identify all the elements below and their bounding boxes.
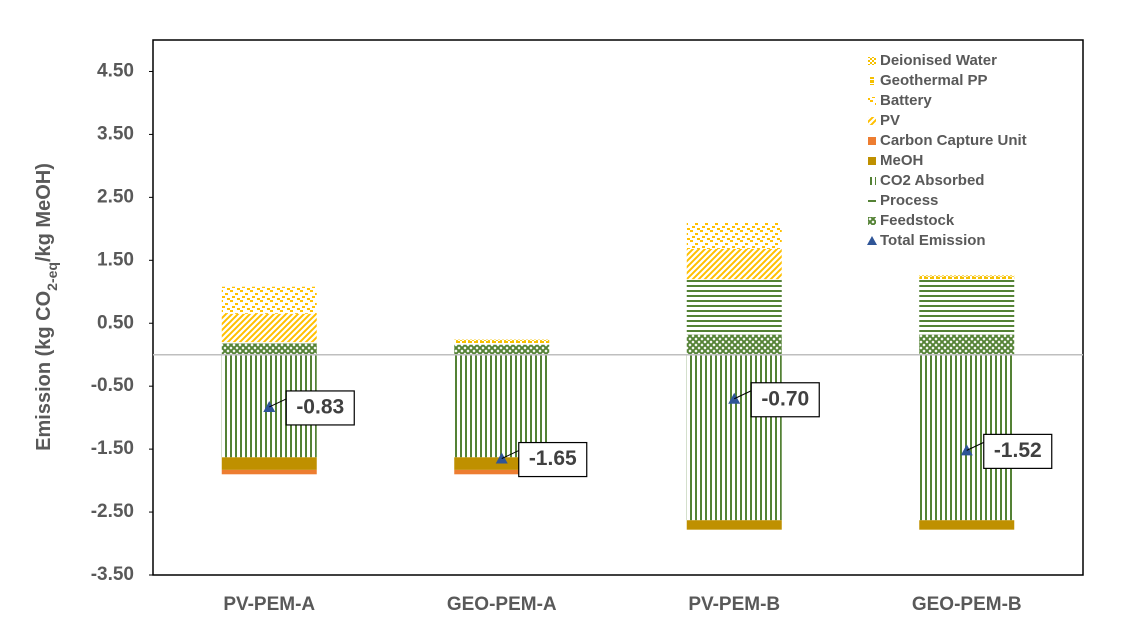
legend-swatch <box>868 217 876 225</box>
callout-leader <box>269 398 287 408</box>
callout-leader <box>501 450 519 460</box>
legend-swatch <box>868 77 876 85</box>
bar-segment <box>686 222 782 249</box>
bar-segment <box>454 344 550 355</box>
y-tick-label: 2.50 <box>97 186 134 207</box>
bar-segment <box>919 520 1015 530</box>
legend-label: CO2 Absorbed <box>880 172 984 189</box>
bar-segment <box>919 276 1015 280</box>
bar-segment <box>686 354 782 521</box>
bar-segment <box>454 469 550 475</box>
legend-swatch <box>868 177 876 185</box>
bar-segment <box>919 334 1015 355</box>
legend-marker <box>867 236 877 245</box>
callout-leader <box>734 390 752 400</box>
y-tick-label: 0.50 <box>97 312 134 333</box>
legend-swatch <box>868 57 876 65</box>
bar-segment <box>686 520 782 530</box>
legend-label: PV <box>880 112 900 129</box>
bar-segment <box>221 286 317 314</box>
bar-segment <box>686 248 782 280</box>
legend-label: Process <box>880 192 938 209</box>
y-tick-label: 1.50 <box>97 249 134 270</box>
callout-box <box>750 382 820 418</box>
bar-segment <box>221 457 317 470</box>
y-tick-label: 4.50 <box>97 60 134 81</box>
bar-segment <box>221 469 317 475</box>
legend-swatch <box>868 197 876 205</box>
x-tick-label: GEO-PEM-A <box>447 594 557 615</box>
bar-segment <box>686 334 782 355</box>
callout-box <box>983 433 1053 469</box>
legend-swatch <box>868 137 876 145</box>
y-tick-label: -2.50 <box>91 501 134 522</box>
legend-label: Feedstock <box>880 212 955 229</box>
callout-leader <box>966 441 984 451</box>
total-label: -1.52 <box>994 439 1042 462</box>
bar-segment <box>221 313 317 343</box>
x-tick-label: PV-PEM-A <box>223 594 315 615</box>
y-axis-title: Emission (kg CO2-eq/kg MeOH) <box>33 163 59 451</box>
bar-segment <box>454 339 550 341</box>
legend-swatch <box>868 157 876 165</box>
y-title-sub: 2-eq <box>44 262 60 291</box>
bar-segment <box>454 340 550 344</box>
bar-segment <box>221 342 317 344</box>
y-tick-label: -3.50 <box>91 564 134 585</box>
legend-label: Deionised Water <box>880 52 997 69</box>
legend-label: Total Emission <box>880 232 986 249</box>
legend-swatch <box>868 97 876 105</box>
y-tick-label: 3.50 <box>97 123 134 144</box>
bar-segment <box>919 279 1015 335</box>
y-tick-label: -1.50 <box>91 438 134 459</box>
callout-box <box>285 390 355 426</box>
total-label: -0.70 <box>761 387 809 410</box>
bar-segment <box>221 343 317 355</box>
plot-frame <box>152 39 1084 576</box>
total-label: -1.65 <box>529 447 577 470</box>
bar-segment <box>454 343 550 345</box>
x-tick-label: GEO-PEM-B <box>912 594 1022 615</box>
y-title-part: Emission (kg CO <box>33 291 55 451</box>
x-tick-label: PV-PEM-B <box>688 594 780 615</box>
legend-label: Geothermal PP <box>880 72 988 89</box>
y-tick-label: -0.50 <box>91 375 134 396</box>
bar-segment <box>454 354 550 458</box>
legend-label: Battery <box>880 92 932 109</box>
bar-segment <box>919 275 1015 277</box>
callout-box <box>518 441 588 478</box>
total-label: -0.83 <box>296 395 344 418</box>
bar-segment <box>686 279 782 335</box>
legend-swatch <box>868 117 876 125</box>
y-title-part: /kg MeOH) <box>33 163 55 262</box>
legend-label: Carbon Capture Unit <box>880 132 1027 149</box>
legend-label: MeOH <box>880 152 923 169</box>
